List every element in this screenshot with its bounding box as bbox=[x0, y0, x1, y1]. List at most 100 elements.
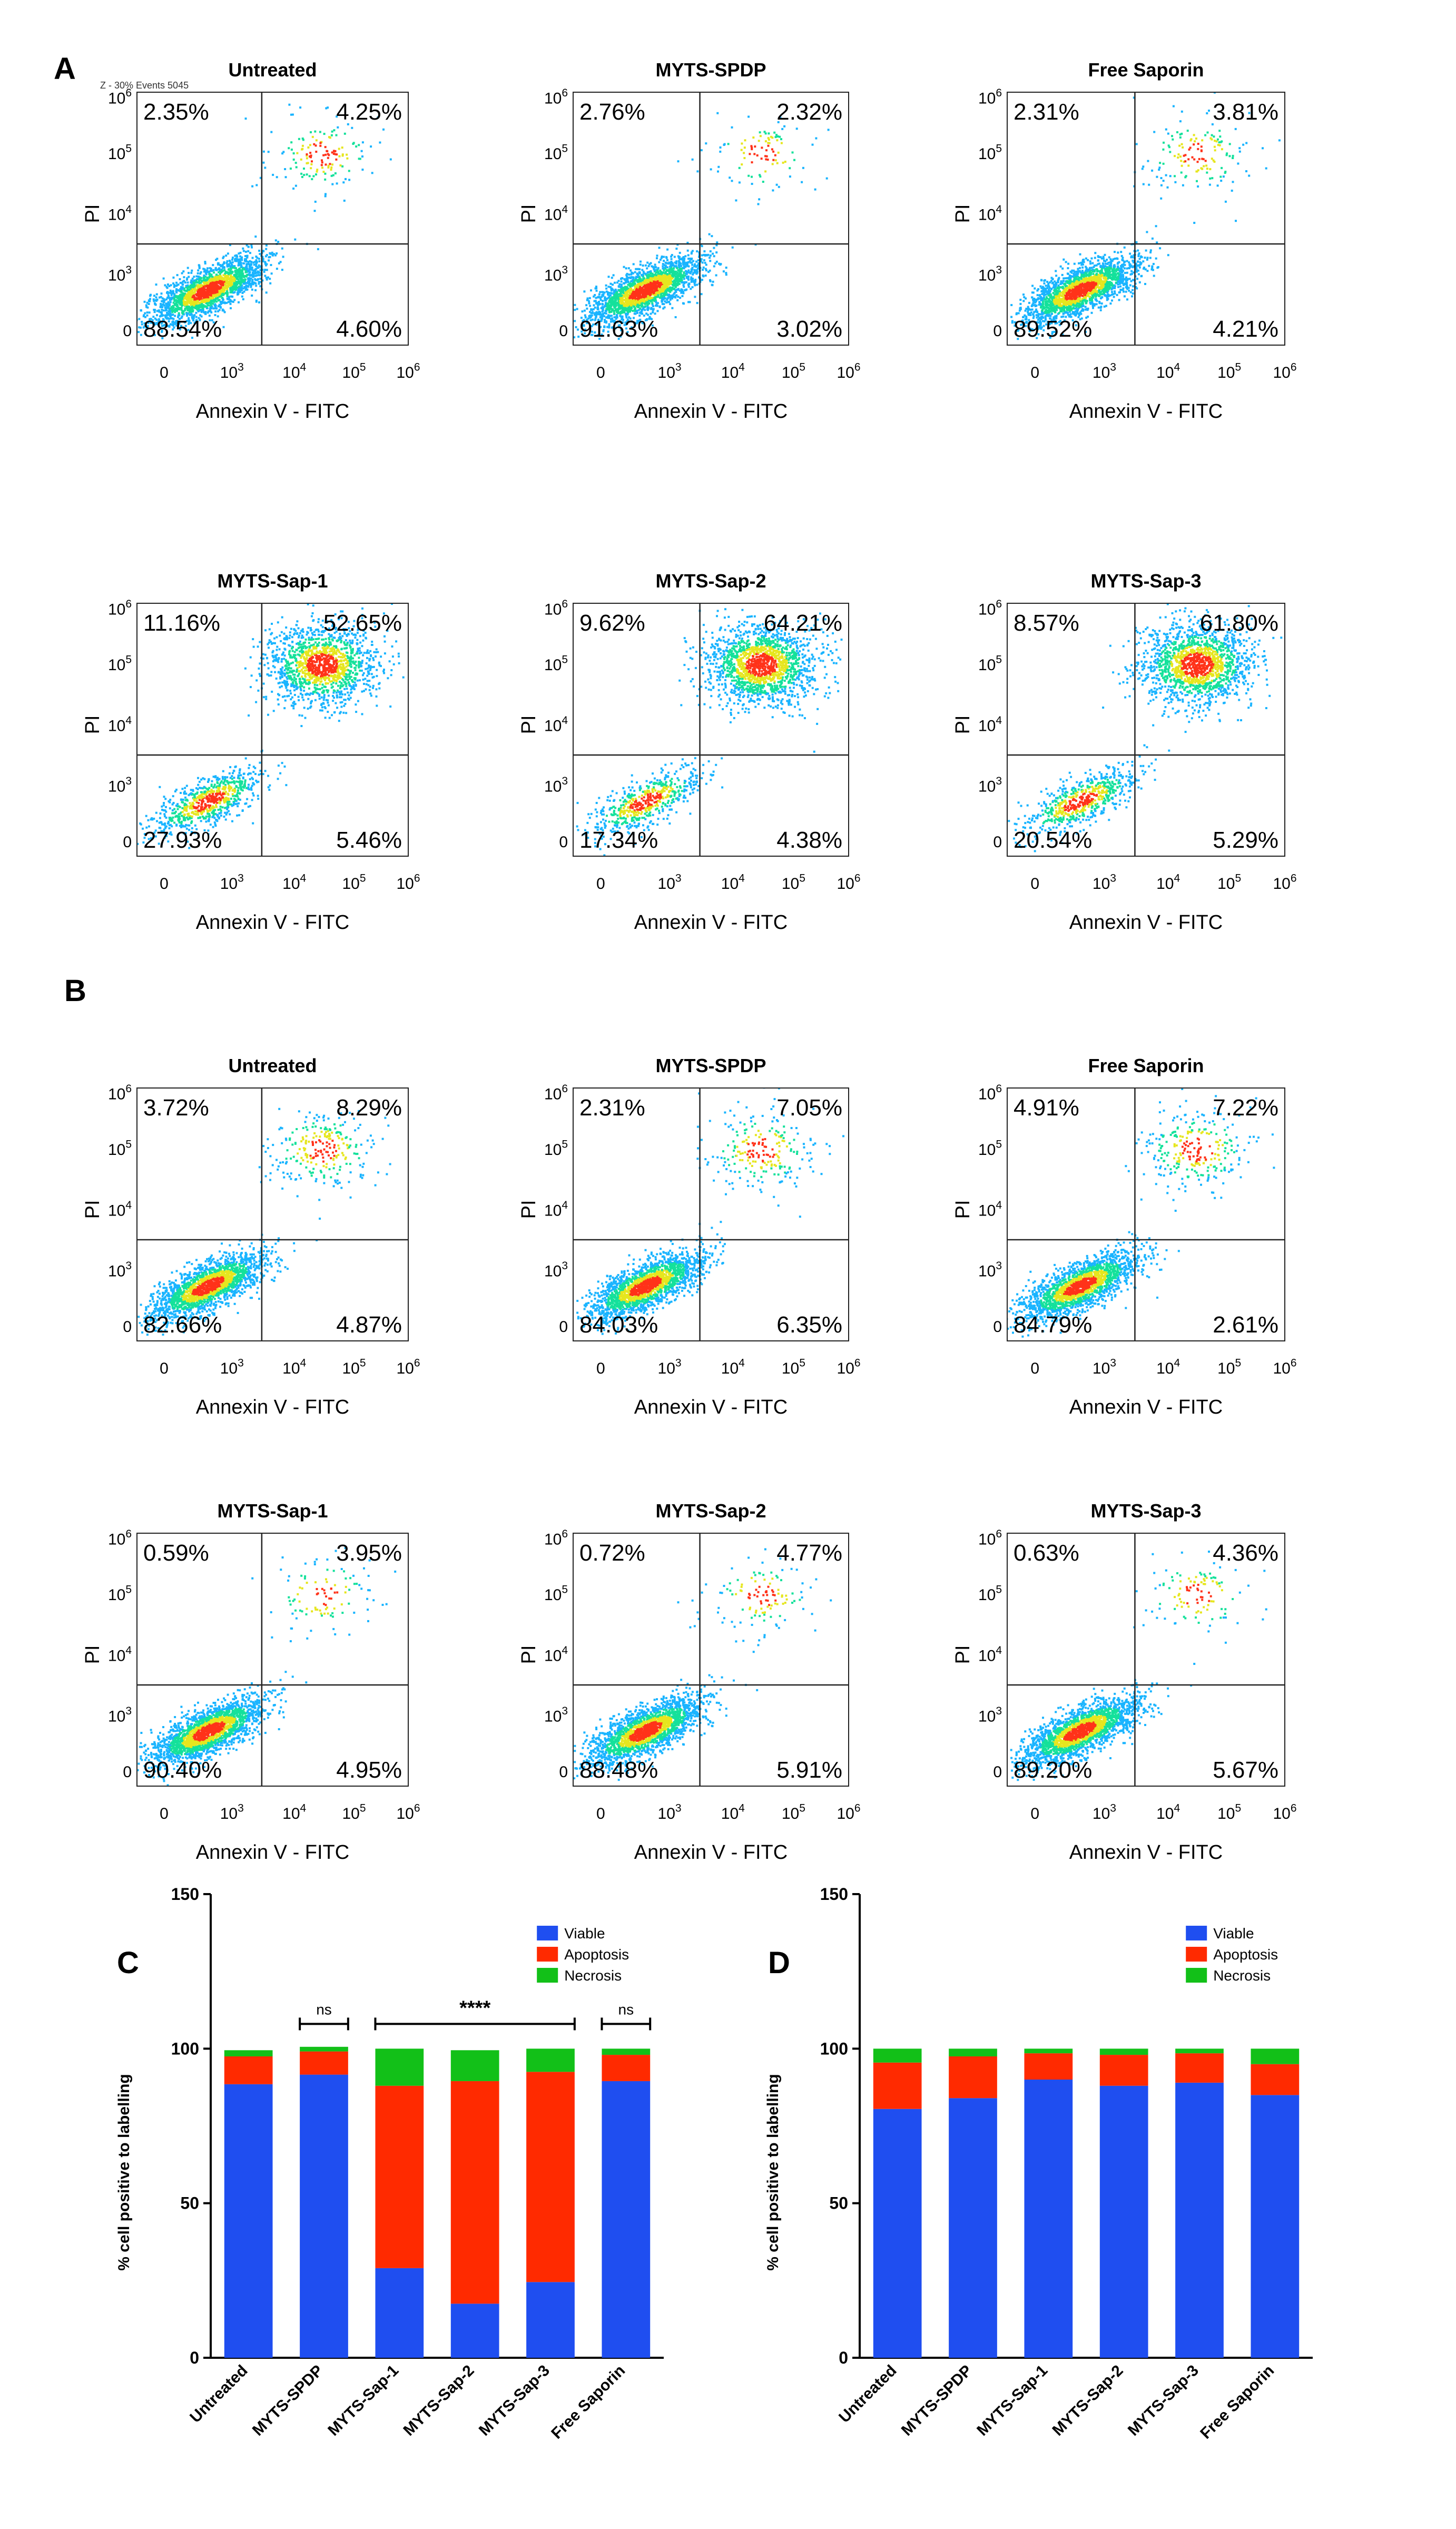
flow-dot bbox=[141, 323, 143, 326]
flow-dot bbox=[608, 304, 611, 307]
flow-dot bbox=[379, 141, 381, 144]
flow-dot bbox=[1037, 328, 1039, 330]
flow-dot bbox=[316, 169, 319, 171]
flow-dot bbox=[709, 254, 712, 257]
flow-dot bbox=[206, 311, 209, 314]
flow-dot bbox=[680, 276, 682, 279]
flow-dot bbox=[626, 301, 628, 304]
flow-dot bbox=[198, 267, 201, 269]
flow-dot bbox=[645, 273, 647, 276]
flow-dot bbox=[637, 291, 640, 293]
flow-dot bbox=[618, 295, 621, 298]
flow-dot bbox=[240, 269, 243, 272]
flow-dot bbox=[151, 319, 154, 321]
flow-dot bbox=[658, 292, 661, 295]
flow-dot bbox=[632, 277, 635, 279]
flow-dot bbox=[332, 150, 335, 152]
flow-dot bbox=[648, 299, 651, 301]
flow-dot bbox=[583, 319, 585, 321]
flow-dot bbox=[253, 281, 256, 284]
flow-dot bbox=[242, 287, 244, 290]
flow-dot bbox=[705, 269, 707, 272]
flow-dot bbox=[255, 256, 258, 258]
flow-dot bbox=[676, 299, 679, 301]
flow-dot bbox=[163, 298, 165, 300]
flow-dot bbox=[682, 261, 684, 263]
flow-dot bbox=[1056, 295, 1058, 297]
flow-dot bbox=[361, 141, 364, 144]
flow-dot bbox=[607, 276, 610, 278]
flow-dot bbox=[202, 299, 205, 302]
flow-dot bbox=[176, 301, 179, 303]
flow-dot bbox=[594, 317, 597, 320]
flow-dot bbox=[377, 116, 379, 119]
flow-dot bbox=[751, 148, 753, 151]
flow-dot bbox=[259, 266, 261, 268]
flow-dot bbox=[651, 324, 654, 327]
flow-dot bbox=[657, 290, 660, 293]
flow-dot bbox=[335, 134, 338, 136]
flow-dot bbox=[693, 282, 696, 285]
flow-dot bbox=[322, 154, 325, 156]
flow-dot bbox=[209, 278, 211, 281]
flow-dot bbox=[186, 284, 189, 287]
flow-dot bbox=[203, 295, 205, 298]
flow-dot bbox=[696, 170, 699, 173]
flow-dot bbox=[599, 297, 602, 299]
flow-dot bbox=[661, 273, 664, 276]
flow-dot bbox=[646, 277, 648, 279]
flow-dot bbox=[638, 304, 641, 307]
flow-dot bbox=[652, 309, 654, 311]
flow-dot bbox=[204, 284, 206, 287]
flow-dot bbox=[201, 301, 203, 304]
flow-dot bbox=[650, 307, 653, 309]
flow-dot bbox=[158, 318, 160, 320]
flow-dot bbox=[189, 288, 192, 290]
flow-dot bbox=[655, 303, 658, 306]
flow-dot bbox=[175, 307, 177, 310]
flow-dot bbox=[215, 293, 218, 296]
flow-dot bbox=[628, 299, 631, 301]
flow-dot bbox=[740, 149, 743, 151]
flow-dot bbox=[827, 129, 830, 131]
flow-dot bbox=[210, 311, 213, 313]
flow-dot bbox=[1125, 286, 1127, 288]
flow-dot bbox=[767, 144, 770, 147]
flow-dot bbox=[207, 278, 210, 280]
flow-dot bbox=[221, 309, 224, 312]
flow-dot bbox=[191, 282, 193, 285]
flow-dot bbox=[184, 309, 186, 311]
flow-dot bbox=[627, 320, 630, 323]
flow-dot bbox=[643, 295, 646, 298]
flow-dot bbox=[370, 145, 372, 148]
flow-dot bbox=[1017, 338, 1019, 340]
flow-dot bbox=[210, 273, 213, 276]
flow-dot bbox=[683, 286, 685, 288]
flow-dot bbox=[212, 291, 215, 293]
flow-dot bbox=[772, 159, 775, 161]
flow-dot bbox=[644, 286, 646, 288]
flow-x-tick-label: 105 bbox=[342, 361, 366, 382]
flow-dot bbox=[697, 267, 699, 270]
flow-dot bbox=[763, 131, 766, 133]
flow-dot bbox=[584, 316, 587, 319]
flow-dot bbox=[248, 283, 250, 286]
flow-dot bbox=[611, 309, 613, 312]
flow-dot bbox=[241, 292, 244, 294]
flow-dot bbox=[675, 260, 678, 263]
flow-dot bbox=[201, 289, 203, 291]
flow-dot bbox=[615, 309, 617, 312]
flow-dot bbox=[249, 260, 251, 262]
flow-dot bbox=[1085, 317, 1088, 319]
flow-dot bbox=[661, 295, 664, 297]
flow-dot bbox=[775, 134, 778, 136]
flow-dot bbox=[1025, 325, 1027, 327]
flow-dot bbox=[173, 302, 176, 305]
flow-dot bbox=[238, 289, 241, 291]
flow-dot bbox=[219, 263, 221, 266]
flow-dot bbox=[759, 174, 761, 177]
flow-dot bbox=[361, 169, 364, 171]
flow-dot bbox=[586, 299, 589, 301]
flow-dot bbox=[205, 306, 208, 308]
flow-dot bbox=[324, 178, 327, 181]
